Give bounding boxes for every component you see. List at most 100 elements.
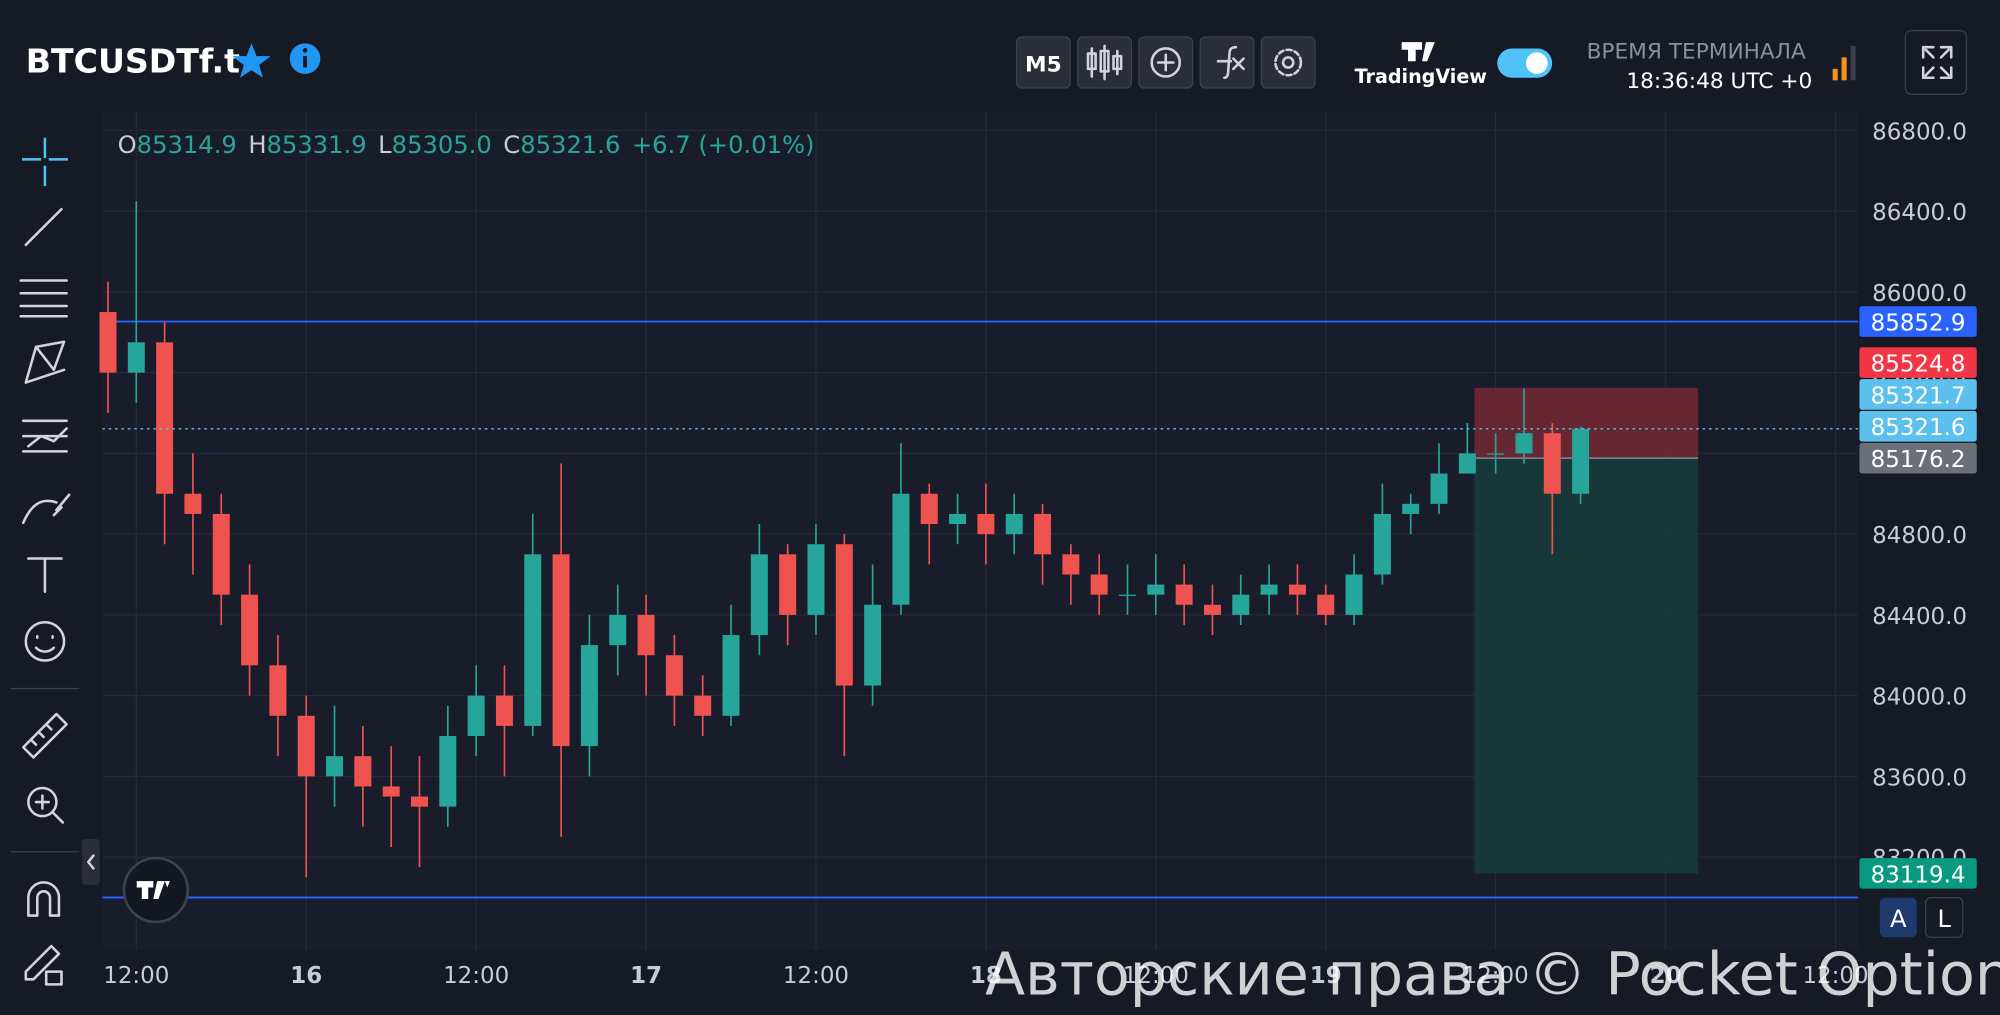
candle-body — [99, 312, 117, 373]
button-bg — [1260, 36, 1316, 89]
trend-line-tool[interactable] — [24, 207, 63, 247]
button-bg — [1015, 36, 1071, 89]
candle-body — [835, 544, 853, 686]
y-tick-label: 84000.0 — [1872, 685, 1967, 711]
price-label: 85321.7 — [1871, 383, 1966, 409]
terminal-label: ВРЕМЯ ТЕРМИНАЛА — [1587, 40, 1806, 65]
candle-body — [892, 493, 910, 605]
candle-body — [184, 493, 202, 514]
ohlc-label: O — [118, 131, 137, 159]
y-tick-label: 86800.0 — [1872, 119, 1967, 145]
candles-icon — [1086, 44, 1123, 81]
collapse-arrow — [87, 854, 95, 870]
toggle-knob — [1525, 52, 1548, 74]
watermark: Авторские права © Pocket Option — [985, 941, 2000, 1009]
x-tick-label: 12:00 — [1123, 963, 1189, 989]
ohlc-value: +6.7 (+0.01%) — [632, 131, 815, 159]
candle-body — [750, 554, 768, 636]
zoom-tool[interactable] — [27, 786, 58, 818]
candle-body — [467, 695, 485, 736]
y-tick-label: 84800.0 — [1872, 523, 1967, 549]
candle-body — [1515, 433, 1533, 454]
log-label: L — [1937, 905, 1951, 933]
info-dot — [302, 48, 308, 53]
candle-body — [1345, 574, 1363, 615]
x-tick-label: 20 — [1650, 963, 1682, 989]
candle-body — [1487, 453, 1505, 455]
candle-body — [1572, 428, 1590, 494]
candle-body — [1119, 594, 1136, 596]
lock-tool[interactable] — [24, 944, 63, 986]
candle-body — [1373, 513, 1391, 575]
signal-icon — [1832, 45, 1856, 81]
settings-button[interactable] — [1260, 36, 1316, 89]
add-indicator-button[interactable] — [1138, 36, 1194, 89]
terminal-time-toggle[interactable] — [1497, 48, 1553, 78]
x-tick-label: 16 — [290, 963, 322, 989]
crosshair-tool[interactable] — [21, 137, 68, 187]
forecast-tool[interactable] — [21, 419, 68, 453]
emoji-tool[interactable] — [24, 620, 66, 662]
button-bg — [1904, 29, 1968, 95]
collapse-tab[interactable] — [81, 839, 100, 885]
candle-body — [609, 614, 627, 646]
ohlc-value: 85321.6 — [520, 131, 620, 159]
candle-body — [439, 735, 457, 807]
text-tool[interactable] — [27, 557, 63, 593]
signal-bar — [1832, 68, 1838, 81]
pattern-tool[interactable] — [24, 340, 66, 384]
candle-body — [665, 655, 683, 696]
x-tick-label: 12:00 — [783, 963, 849, 989]
candle-body — [637, 614, 655, 656]
zoom-glyph — [34, 794, 65, 824]
y-tick-label: 83600.0 — [1872, 765, 1967, 791]
candle-body — [127, 342, 145, 373]
candle-body — [495, 695, 513, 726]
signal-bar — [1841, 57, 1847, 81]
candle-body — [920, 493, 938, 525]
y-tick-label: 86400.0 — [1872, 200, 1967, 226]
candle-body — [1090, 574, 1108, 595]
y-tick-label: 86000.0 — [1872, 281, 1967, 307]
indicators-button[interactable] — [1199, 36, 1255, 89]
button-bg — [1925, 897, 1964, 938]
tv-badge[interactable] — [122, 856, 190, 924]
log-scale-button[interactable]: L — [1925, 897, 1964, 938]
chart-type-button[interactable] — [1077, 36, 1132, 89]
price-label-bg — [1859, 410, 1977, 442]
candle-body — [694, 695, 712, 716]
plus-icon — [1156, 53, 1175, 72]
info-button[interactable] — [289, 43, 321, 74]
magnet-tool[interactable] — [27, 881, 61, 917]
auto-label: A — [1890, 905, 1907, 933]
candle-body — [382, 786, 400, 797]
ruler-tool[interactable] — [21, 712, 68, 759]
gear-icon — [1274, 48, 1303, 77]
ohlc-value: 85331.9 — [267, 131, 367, 159]
candle-body — [326, 756, 344, 777]
button-bg — [1879, 897, 1917, 938]
target-zone — [1474, 458, 1699, 874]
candle-body — [1430, 473, 1448, 504]
candle-body — [1458, 453, 1476, 474]
timeframe-button[interactable]: M5 — [1015, 36, 1071, 89]
signal-bar — [1850, 45, 1856, 81]
candle-body — [1203, 604, 1221, 615]
candle-body — [241, 594, 259, 666]
timeframe: M5 — [1025, 52, 1062, 77]
brush-tool[interactable] — [21, 493, 71, 525]
price-label-bg — [1859, 442, 1977, 474]
candle-body — [1288, 584, 1306, 595]
favorite-star[interactable] — [232, 43, 271, 78]
price-label: 83119.4 — [1871, 862, 1966, 888]
candle-body — [779, 554, 797, 615]
candle-body — [949, 513, 967, 525]
candle-body — [1402, 503, 1420, 514]
symbol[interactable]: BTCUSDTf.t — [26, 42, 240, 81]
info-glyph — [303, 56, 307, 68]
fullscreen-button[interactable] — [1904, 29, 1968, 95]
auto-scale-button[interactable]: A — [1879, 897, 1917, 938]
ohlc-label: H — [248, 131, 266, 159]
fib-tool[interactable] — [19, 279, 68, 318]
